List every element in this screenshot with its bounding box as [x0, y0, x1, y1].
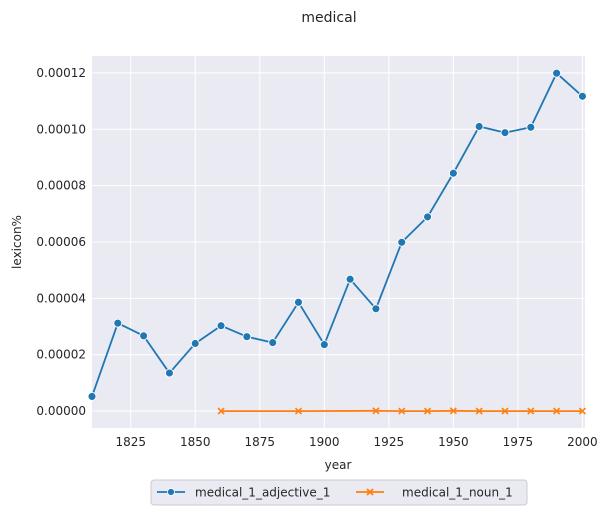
data-point	[578, 407, 586, 415]
x-tick-label: 1875	[245, 435, 276, 449]
data-point	[242, 332, 252, 342]
x-tick-label: 1825	[115, 435, 146, 449]
data-point	[190, 339, 200, 348]
data-point	[87, 391, 97, 401]
data-point	[552, 68, 562, 78]
data-point	[164, 368, 174, 378]
legend-item-adjective: medical_1_adjective_1	[157, 486, 330, 500]
y-tick-label: 0.00006	[36, 235, 86, 249]
data-point	[500, 128, 510, 138]
x-tick-label: 1925	[374, 435, 405, 449]
data-point	[294, 297, 303, 307]
data-point	[398, 407, 406, 415]
data-point	[526, 122, 536, 132]
data-point	[294, 407, 303, 415]
data-point	[449, 407, 457, 415]
y-axis-title: lexicon%	[10, 215, 24, 269]
grid	[92, 56, 585, 428]
data-point	[371, 304, 381, 314]
y-tick-label: 0.00000	[36, 404, 86, 418]
data-point	[216, 321, 226, 331]
y-tick-label: 0.00008	[36, 179, 86, 193]
y-tick-label: 0.00012	[36, 66, 86, 80]
legend-item-noun: medical_1_noun_1	[356, 486, 513, 500]
legend: medical_1_adjective_1 medical_1_noun_1	[150, 479, 528, 506]
data-point	[397, 237, 407, 247]
data-point	[501, 407, 509, 415]
data-point	[372, 407, 380, 415]
data-point	[113, 318, 123, 328]
data-point	[217, 407, 225, 415]
data-point	[423, 407, 432, 415]
series-1	[217, 407, 586, 415]
data-point	[527, 407, 535, 415]
data-point	[268, 338, 278, 348]
x-tick-label: 1975	[503, 435, 534, 449]
data-point	[577, 91, 587, 101]
legend-label-adjective: medical_1_adjective_1	[195, 486, 330, 500]
data-point	[319, 340, 329, 350]
legend-box	[150, 479, 528, 506]
data-point	[475, 407, 483, 415]
x-tick-label: 1900	[309, 435, 340, 449]
data-point	[345, 274, 355, 284]
series-layer	[87, 68, 587, 415]
legend-marker-adjective	[167, 488, 175, 496]
y-tick-label: 0.00002	[36, 348, 86, 362]
data-point	[448, 168, 458, 178]
legend-label-noun: medical_1_noun_1	[402, 486, 513, 500]
x-axis-title: year	[325, 458, 352, 472]
x-tick-label: 1950	[438, 435, 469, 449]
series-0	[87, 68, 587, 401]
legend-marker-noun	[366, 488, 374, 496]
y-tick-labels: 0.00000 0.00002 0.00004 0.00006 0.00008 0.000…	[36, 66, 86, 418]
x-tick-label: 1850	[180, 435, 211, 449]
data-point	[474, 122, 484, 131]
data-point	[423, 212, 432, 222]
x-tick-label: 2000	[567, 435, 598, 449]
chart-title: medical	[301, 10, 356, 26]
y-tick-label: 0.00004	[36, 291, 86, 305]
x-tick-labels: 1825 1850 1875 1900 1925 1950 1975 2000	[115, 435, 597, 449]
data-point	[553, 407, 561, 415]
data-point	[139, 331, 149, 341]
y-tick-label: 0.00010	[36, 122, 86, 136]
